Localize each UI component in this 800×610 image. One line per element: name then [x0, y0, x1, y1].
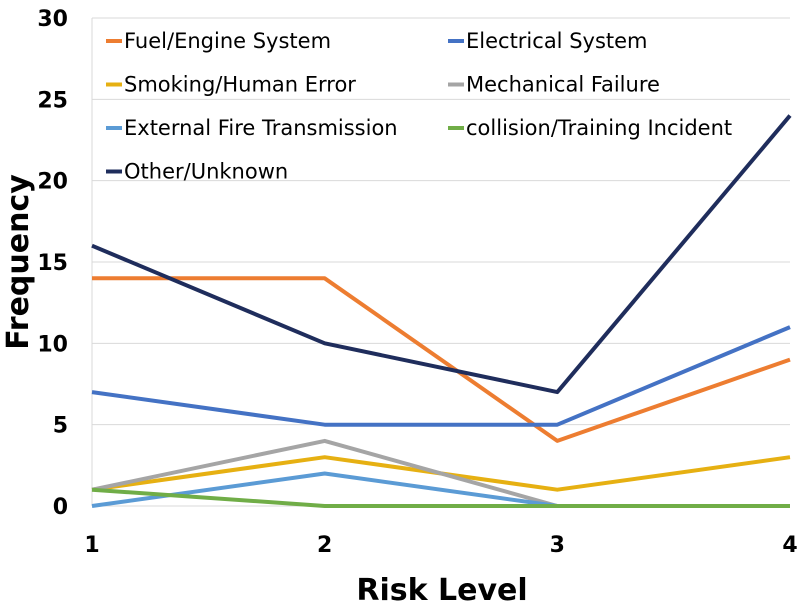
- legend-item: Electrical System: [448, 29, 648, 53]
- y-tick-label: 0: [53, 495, 68, 520]
- y-tick-label: 5: [53, 414, 68, 439]
- x-tick-label: 2: [317, 533, 332, 558]
- axes: 0 5 10 15 20 25 30 1 2 3 4: [37, 7, 797, 558]
- x-axis-title: Risk Level: [356, 573, 527, 608]
- series-lines: [91, 114, 792, 508]
- legend-label: collision/Training Incident: [466, 116, 732, 140]
- series-line: [92, 276, 791, 443]
- y-tick-label: 25: [37, 88, 68, 113]
- y-axis-title: Frequency: [1, 174, 36, 350]
- legend-item: Mechanical Failure: [448, 73, 660, 97]
- y-tick-label: 15: [37, 251, 68, 276]
- series-3: [91, 438, 558, 508]
- series-0: [92, 276, 791, 443]
- legend-item: collision/Training Incident: [448, 116, 732, 140]
- legend-label: Other/Unknown: [124, 160, 288, 184]
- x-tick-label: 3: [550, 533, 565, 558]
- legend-item: Other/Unknown: [106, 160, 288, 184]
- gridlines: [92, 17, 790, 507]
- x-tick-label: 4: [782, 533, 797, 558]
- legend-item: Fuel/Engine System: [106, 29, 331, 53]
- series-6: [91, 114, 792, 395]
- legend-label: Fuel/Engine System: [124, 29, 331, 53]
- x-tick-label: 1: [84, 533, 99, 558]
- legend-label: Smoking/Human Error: [124, 73, 356, 97]
- series-line: [91, 325, 791, 427]
- y-tick-label: 30: [37, 7, 68, 32]
- y-tick-label: 10: [37, 332, 68, 357]
- legend: Fuel/Engine System Electrical System Smoki…: [106, 29, 732, 184]
- legend-label: Electrical System: [466, 29, 648, 53]
- legend-label: External Fire Transmission: [124, 116, 398, 140]
- legend-item: External Fire Transmission: [106, 116, 398, 140]
- series-5: [91, 487, 790, 508]
- series-line: [91, 487, 790, 508]
- legend-item: Smoking/Human Error: [106, 73, 356, 97]
- legend-label: Mechanical Failure: [466, 73, 660, 97]
- series-line: [91, 114, 792, 395]
- series-line: [91, 438, 558, 508]
- y-tick-label: 20: [37, 170, 68, 195]
- series-1: [91, 325, 791, 427]
